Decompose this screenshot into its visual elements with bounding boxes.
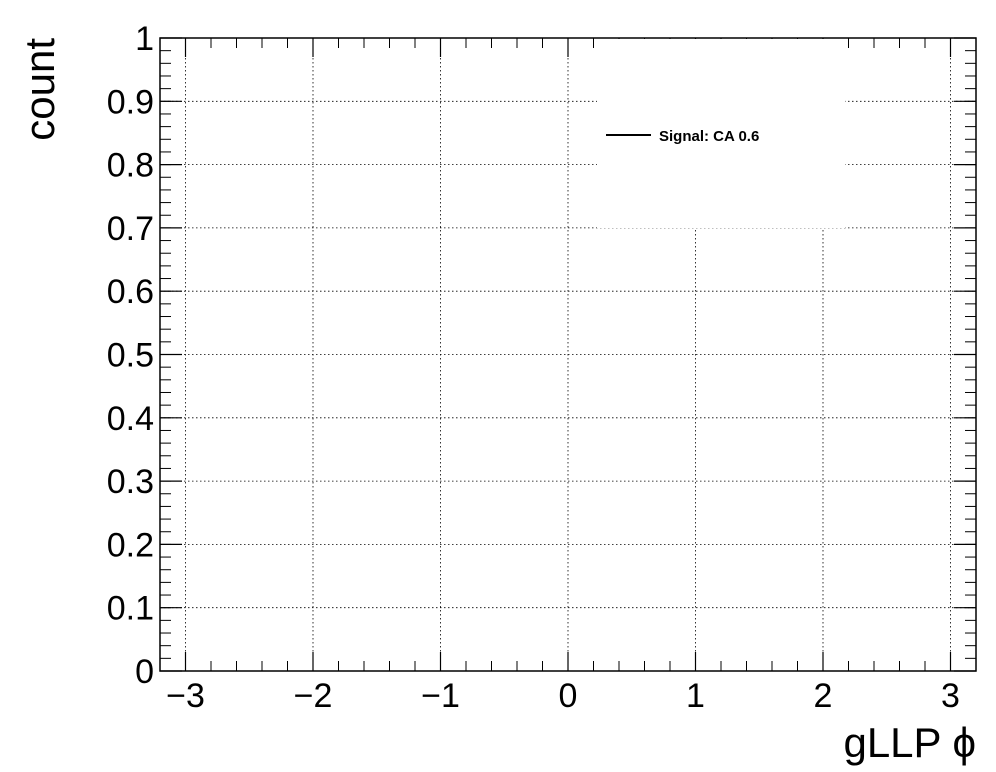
x-tick-label: 0 — [559, 677, 578, 715]
y-tick-label: 1 — [135, 20, 154, 58]
y-tick-label: 0 — [135, 653, 154, 691]
legend-box — [597, 39, 845, 228]
x-tick-label: −1 — [421, 677, 460, 715]
x-tick-label: −2 — [294, 677, 333, 715]
y-axis-title: count — [16, 38, 63, 141]
y-tick-label: 0.3 — [107, 463, 154, 501]
y-tick-label: 0.6 — [107, 273, 154, 311]
y-tick-label: 0.9 — [107, 83, 154, 121]
x-tick-label: −3 — [166, 677, 205, 715]
x-tick-label: 3 — [941, 677, 960, 715]
x-axis-title: gLLP ϕ — [843, 719, 976, 766]
y-tick-label: 0.2 — [107, 526, 154, 564]
legend: Signal: CA 0.6 — [597, 39, 845, 228]
y-tick-label: 0.4 — [107, 400, 154, 438]
grid — [160, 38, 976, 671]
y-tick-label: 0.8 — [107, 147, 154, 185]
legend-entry: Signal: CA 0.6 — [659, 128, 759, 145]
y-tick-label: 0.5 — [107, 337, 154, 375]
x-tick-label: 1 — [686, 677, 705, 715]
x-tick-label: 2 — [814, 677, 833, 715]
x-tick-labels: −3 −2 −1 0 1 2 3 — [166, 677, 960, 715]
y-tick-label: 0.1 — [107, 590, 154, 628]
y-tick-label: 0.7 — [107, 210, 154, 248]
y-tick-labels: 0 0.1 0.2 0.3 0.4 0.5 0.6 0.7 0.8 0.9 1 — [107, 20, 154, 691]
